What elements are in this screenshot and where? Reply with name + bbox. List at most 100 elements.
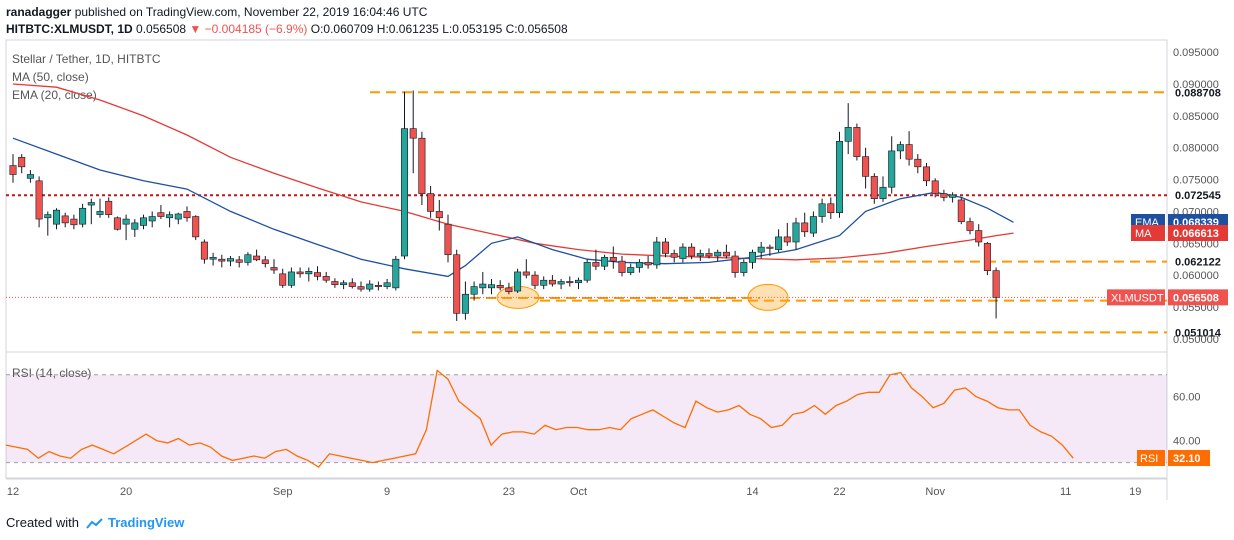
candle-body	[70, 218, 78, 226]
price-tag-value-box	[1168, 289, 1228, 306]
candle-body	[731, 255, 739, 273]
candle-body	[496, 285, 504, 289]
candle-body	[922, 166, 930, 182]
ema-legend[interactable]: EMA (20, close)	[12, 88, 97, 102]
last-price: 0.056508	[136, 22, 187, 36]
candle-body	[357, 286, 365, 290]
candle-body	[992, 270, 1000, 298]
candle-body	[957, 199, 965, 222]
candle-body	[461, 293, 469, 314]
candle-body	[983, 242, 991, 271]
candle-body	[9, 165, 17, 175]
candle-body	[122, 218, 130, 225]
rsi-tick-label: 60.00	[1173, 392, 1201, 404]
rsi-tick-label: 40.00	[1173, 436, 1201, 448]
candle-body	[470, 286, 478, 295]
price-tag-name-box	[1107, 289, 1165, 306]
candle-body	[627, 267, 635, 273]
candle-body	[322, 276, 330, 281]
candle-body	[218, 258, 226, 262]
candle-body	[61, 215, 69, 224]
candle-body	[313, 272, 321, 277]
candle-body	[235, 259, 243, 263]
candle-body	[931, 180, 939, 194]
candle-body	[809, 216, 817, 234]
candle-body	[52, 209, 60, 225]
candle-body	[696, 253, 704, 257]
candle-body	[418, 137, 426, 194]
y-tick-label: 0.080000	[1173, 143, 1219, 155]
candle-body	[340, 282, 348, 285]
candle-body	[514, 271, 522, 292]
candle-body	[801, 222, 809, 233]
x-tick-label: 19	[1129, 486, 1141, 498]
candle-body	[714, 251, 722, 257]
x-tick-label: 9	[384, 486, 390, 498]
rsi-legend[interactable]: RSI (14, close)	[12, 366, 92, 380]
candle-body	[148, 216, 156, 222]
candle-body	[18, 156, 26, 168]
x-tick-label: 11	[1060, 486, 1071, 498]
down-arrow-icon: ▼	[189, 22, 202, 36]
candle-body	[540, 279, 548, 286]
price-tag-name-box	[1131, 224, 1165, 241]
ma-legend[interactable]: MA (50, close)	[12, 70, 89, 84]
candle-body	[279, 273, 287, 286]
candle-body	[670, 253, 678, 258]
candle-body	[505, 287, 513, 292]
candle-body	[601, 256, 609, 267]
tradingview-logo[interactable]: TradingView	[85, 515, 184, 530]
support-highlight	[747, 283, 789, 311]
candle-body	[366, 283, 374, 290]
candle-body	[522, 271, 530, 276]
candle-body	[348, 282, 356, 287]
candle-body	[44, 214, 52, 219]
y-tick-label: 0.090000	[1173, 79, 1219, 91]
x-tick-label: 12	[7, 486, 19, 498]
candle-body	[383, 282, 391, 287]
candle-body	[792, 222, 800, 243]
candle-body	[113, 217, 121, 230]
candle-body	[827, 203, 835, 213]
candle-body	[757, 246, 765, 253]
candle-body	[296, 271, 304, 275]
x-tick-label: 20	[120, 486, 132, 498]
candle-body	[444, 223, 452, 256]
candle-body	[557, 281, 565, 285]
candle-body	[26, 174, 34, 179]
footer: Created with TradingView	[6, 515, 184, 530]
candle-body	[140, 217, 148, 226]
candle-body	[618, 260, 626, 273]
candle-body	[592, 262, 600, 267]
price-change: −0.004185 (−6.9%)	[204, 22, 308, 36]
x-tick-label: Sep	[273, 486, 293, 498]
rsi-band	[6, 374, 1167, 463]
price-tag-value: 0.066613	[1173, 228, 1219, 240]
ema20-line	[12, 137, 1014, 278]
candle-body	[374, 285, 382, 287]
candle-body	[453, 254, 461, 314]
candle-body	[705, 253, 713, 257]
candle-body	[940, 193, 948, 198]
chart-title: Stellar / Tether, 1D, HITBTC	[12, 52, 161, 66]
candle-body	[679, 246, 687, 259]
candle-body	[392, 258, 400, 289]
candle-body	[200, 241, 208, 260]
candle-body	[879, 186, 887, 199]
cloud-logo-icon	[86, 517, 103, 529]
candle-body	[105, 200, 113, 215]
candle-body	[740, 262, 748, 273]
publish-info: published on TradingView.com, November 2…	[74, 5, 428, 19]
candle-body	[966, 221, 974, 231]
author-name[interactable]: ranadagger	[6, 5, 72, 19]
candle-body	[783, 236, 791, 243]
price-tag-name: MA	[1135, 228, 1152, 240]
x-tick-label: 23	[503, 486, 515, 498]
candle-body	[270, 267, 278, 271]
candle-body	[331, 281, 339, 285]
candle-body	[975, 230, 983, 243]
x-tick-label: 14	[746, 486, 758, 498]
candle-body	[748, 251, 756, 263]
price-tag-value: 0.056508	[1173, 292, 1219, 304]
